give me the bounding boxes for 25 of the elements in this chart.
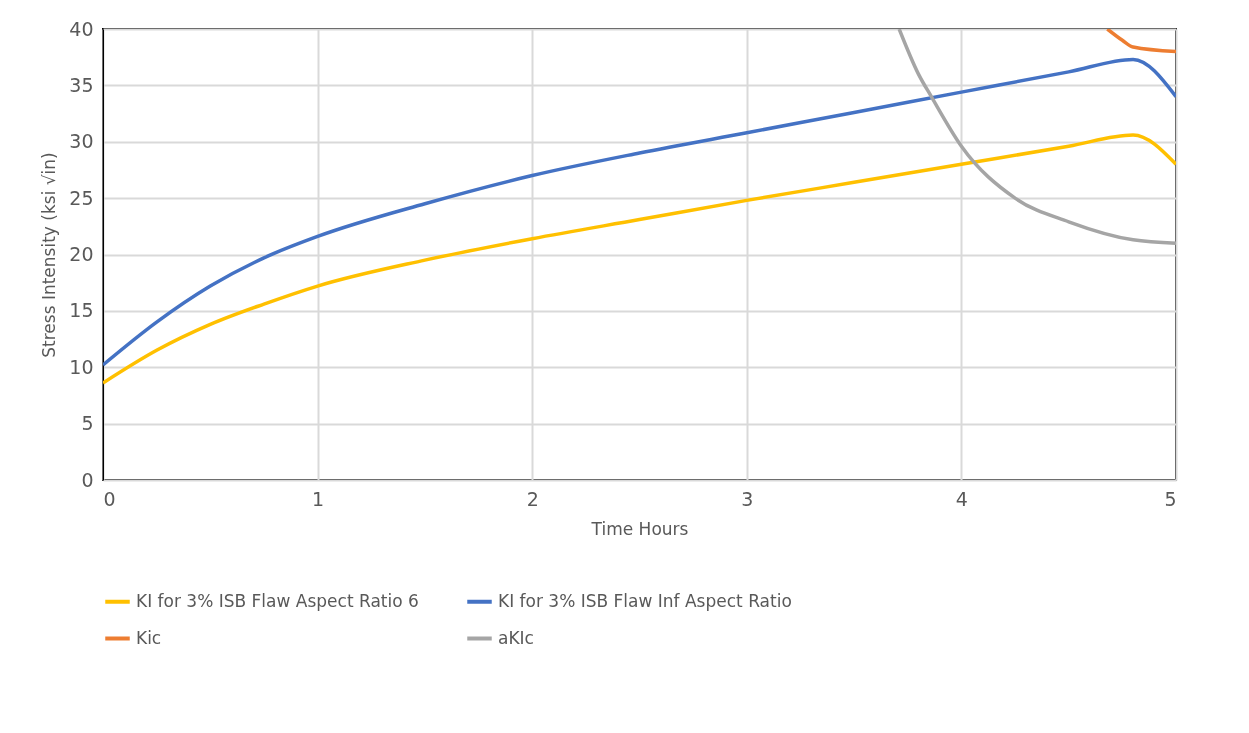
x-tick-label: 3 bbox=[741, 487, 754, 510]
y-tick-label: 15 bbox=[69, 299, 94, 322]
line-series bbox=[1105, 29, 1176, 54]
y-axis-title: Stress Intensity (ksi √in) bbox=[39, 152, 60, 358]
y-tick-label: 0 bbox=[81, 468, 94, 491]
y-tick-label: 30 bbox=[69, 130, 94, 153]
x-axis-title: Time Hours bbox=[590, 518, 689, 539]
line-series bbox=[897, 29, 1176, 245]
y-tick-label: 5 bbox=[81, 412, 94, 435]
legend-label: Kic bbox=[136, 627, 162, 648]
line-series bbox=[103, 57, 1176, 367]
legend-label: aKIc bbox=[498, 627, 534, 648]
y-tick-label: 40 bbox=[69, 17, 94, 40]
y-tick-label: 35 bbox=[69, 73, 94, 96]
x-tick-label: 1 bbox=[312, 487, 325, 510]
x-tick-label: 5 bbox=[1164, 487, 1177, 510]
y-tick-label: 10 bbox=[69, 355, 94, 378]
legend-label: KI for 3% ISB Flaw Inf Aspect Ratio bbox=[498, 590, 792, 611]
line-series bbox=[103, 133, 1176, 385]
x-tick-label: 0 bbox=[103, 487, 116, 510]
x-tick-label: 2 bbox=[526, 487, 539, 510]
legend-label: KI for 3% ISB Flaw Aspect Ratio 6 bbox=[136, 590, 419, 611]
x-tick-label: 4 bbox=[955, 487, 968, 510]
y-tick-label: 25 bbox=[69, 186, 94, 209]
y-tick-label: 20 bbox=[69, 243, 94, 265]
